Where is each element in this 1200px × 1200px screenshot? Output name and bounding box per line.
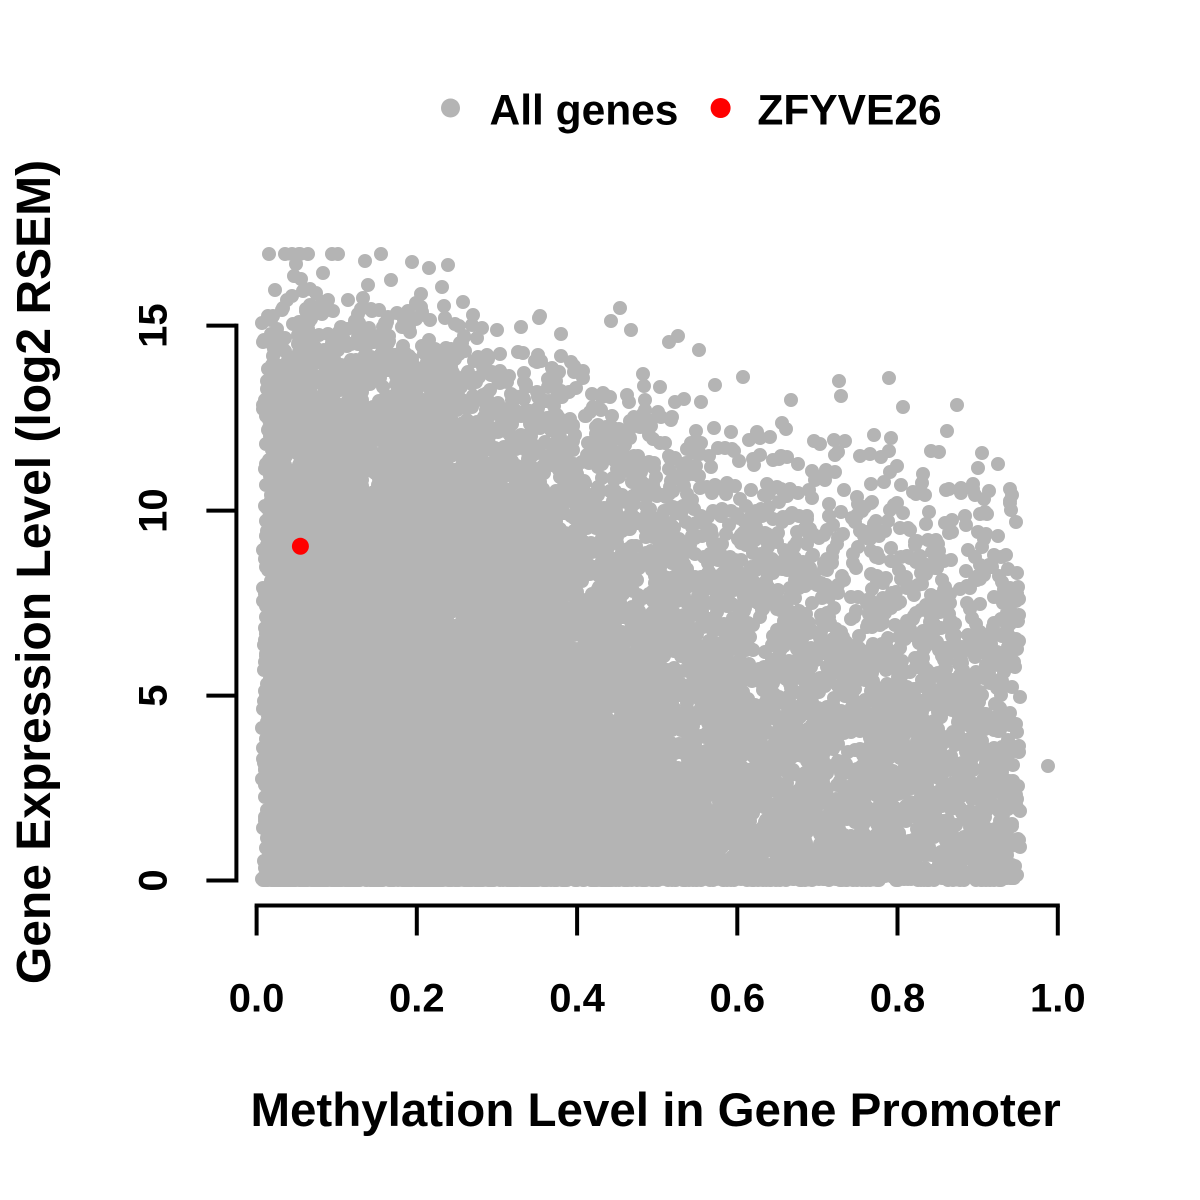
svg-text:1.0: 1.0 xyxy=(1030,976,1086,1020)
svg-text:0: 0 xyxy=(131,869,175,891)
svg-text:ZFYVE26: ZFYVE26 xyxy=(757,87,941,134)
svg-text:10: 10 xyxy=(131,488,175,532)
svg-text:0.4: 0.4 xyxy=(549,976,605,1020)
svg-text:Methylation Level in Gene Prom: Methylation Level in Gene Promoter xyxy=(250,1084,1060,1137)
svg-text:5: 5 xyxy=(131,684,175,706)
svg-text:0.2: 0.2 xyxy=(389,976,445,1020)
svg-text:0.6: 0.6 xyxy=(709,976,765,1020)
svg-text:0.0: 0.0 xyxy=(229,976,285,1020)
svg-text:0.8: 0.8 xyxy=(870,976,926,1020)
svg-text:All genes: All genes xyxy=(490,88,679,135)
svg-text:Gene Expression Level (log2 RS: Gene Expression Level (log2 RSEM) xyxy=(8,160,61,984)
svg-text:15: 15 xyxy=(131,303,175,348)
